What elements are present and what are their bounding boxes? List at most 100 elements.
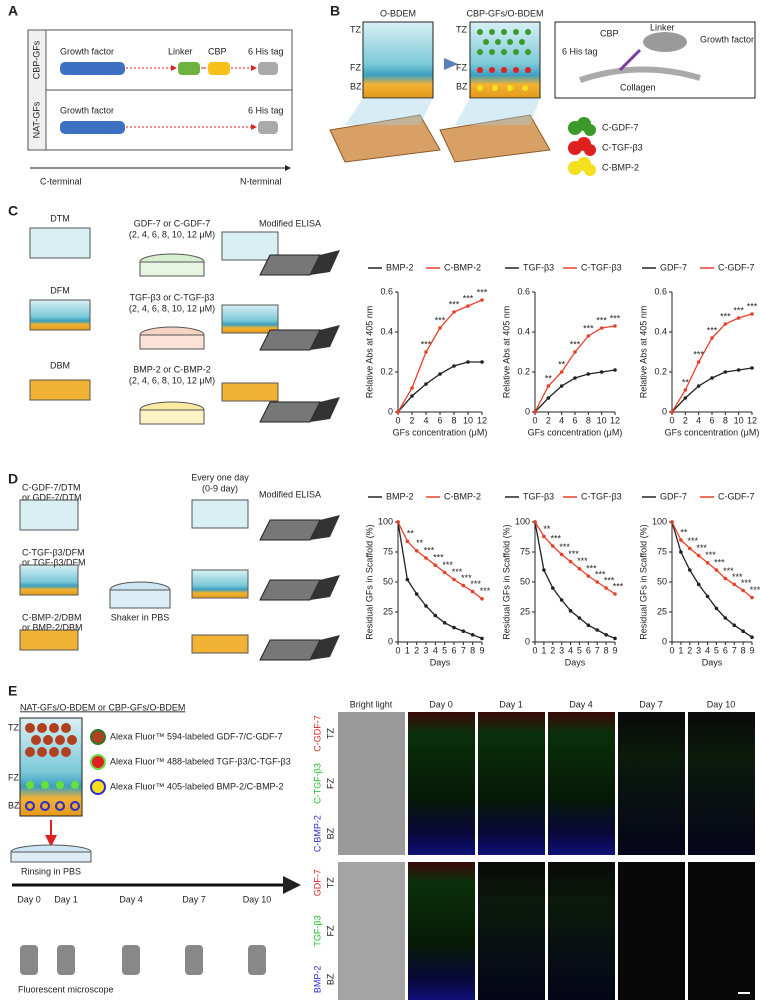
point — [480, 360, 484, 364]
y-tick-label: 25 — [383, 606, 393, 616]
point — [410, 386, 414, 390]
y-axis-label: Residual GFs in Scaffold (%) — [501, 524, 511, 639]
label: (0-9 day) — [202, 483, 238, 493]
series-line — [534, 521, 616, 640]
label: TZ — [325, 877, 335, 888]
label: Modified ELISA — [259, 489, 321, 499]
significance: *** — [610, 313, 621, 323]
y-tick-label: 0.4 — [380, 326, 393, 336]
significance: *** — [723, 566, 734, 576]
point — [613, 368, 617, 372]
label: C-BMP-2/DBM — [22, 612, 82, 622]
significance: *** — [442, 560, 453, 570]
label: BZ — [456, 81, 468, 91]
label: C-TGF-β3 — [312, 763, 322, 804]
label: BMP-2 — [312, 966, 322, 994]
label: C-GDF-7/DTM — [22, 482, 81, 492]
significance: ** — [680, 527, 688, 537]
x-tick-label: 9 — [612, 645, 617, 655]
series-line — [397, 521, 483, 640]
point — [750, 635, 754, 639]
point — [568, 609, 573, 613]
label: Alexa Fluor™ 488-labeled TGF-β3/C-TGF-β3 — [110, 756, 291, 766]
x-tick-label: 4 — [696, 415, 701, 425]
point — [461, 583, 466, 588]
significance: *** — [705, 550, 716, 560]
x-tick-label: 6 — [586, 645, 591, 655]
label: C-BMP-2 — [312, 815, 322, 852]
label: Day 7 — [182, 894, 206, 904]
point — [595, 580, 600, 584]
significance: *** — [707, 325, 718, 335]
label: TZ — [8, 722, 19, 732]
point — [533, 520, 537, 524]
point — [577, 567, 582, 571]
significance: *** — [424, 545, 435, 555]
point — [710, 376, 714, 380]
x-tick-label: 2 — [550, 645, 555, 655]
label: CBP — [208, 46, 227, 56]
label: Alexa Fluor™ 405-labeled BMP-2/C-BMP-2 — [110, 781, 284, 791]
significance: *** — [586, 563, 597, 573]
point — [405, 577, 410, 582]
y-tick-label: 25 — [520, 606, 530, 616]
label: FZ — [325, 778, 335, 789]
x-tick-label: 0 — [669, 415, 674, 425]
series-line — [671, 521, 753, 638]
x-tick-label: 2 — [546, 415, 551, 425]
label: DFM — [50, 285, 70, 295]
point — [405, 539, 410, 543]
point — [696, 553, 701, 558]
label: FZ — [350, 62, 361, 72]
x-tick-label: 8 — [604, 645, 609, 655]
panel-label: D — [8, 471, 18, 487]
y-tick-label: 0.6 — [654, 286, 667, 296]
label: Shaker in PBS — [111, 612, 170, 622]
x-tick-label: 0 — [669, 645, 674, 655]
series-line — [671, 521, 753, 599]
point — [604, 633, 608, 637]
label: (2, 4, 6, 8, 10, 12 μM) — [129, 303, 215, 313]
label: Modified ELISA — [259, 218, 321, 228]
point — [723, 616, 728, 620]
x-axis-label: Days — [565, 657, 586, 667]
point — [577, 616, 582, 620]
point — [670, 410, 674, 414]
label: TZ — [325, 727, 335, 738]
point — [696, 384, 701, 388]
point — [433, 613, 438, 618]
y-tick-label: 0 — [662, 636, 667, 646]
point — [679, 550, 683, 554]
x-tick-label: 0 — [395, 415, 400, 425]
label: or GDF-7/DTM — [22, 492, 82, 502]
significance: *** — [433, 553, 444, 563]
series-line — [397, 521, 483, 600]
x-tick-label: 0 — [532, 645, 537, 655]
y-tick-label: 0.4 — [517, 326, 530, 336]
label: DTM — [50, 213, 70, 223]
x-tick-label: 10 — [734, 415, 744, 425]
label: BZ — [8, 800, 20, 810]
label: O-BDEM — [380, 8, 416, 18]
legend-label: TGF-β3 — [523, 491, 554, 501]
point — [424, 382, 428, 386]
layout — [10, 21, 756, 1000]
point — [670, 520, 674, 524]
significance: *** — [435, 315, 446, 325]
label: Bright light — [350, 699, 393, 709]
point — [573, 350, 577, 354]
x-tick-label: 2 — [687, 645, 692, 655]
significance: *** — [596, 315, 607, 325]
label: Alexa Fluor™ 594-labeled GDF-7/C-GDF-7 — [110, 731, 283, 741]
label: Day 0 — [17, 894, 41, 904]
label: NAT-GFs/O-BDEM or CBP-GFs/O-BDEM — [20, 702, 185, 712]
point — [410, 394, 414, 398]
point — [424, 604, 428, 608]
point — [396, 410, 400, 414]
y-axis-label: Residual GFs in Scaffold (%) — [364, 524, 374, 639]
point — [736, 316, 741, 320]
significance: ** — [558, 359, 566, 369]
y-tick-label: 0.4 — [654, 326, 667, 336]
x-tick-label: 6 — [451, 645, 456, 655]
